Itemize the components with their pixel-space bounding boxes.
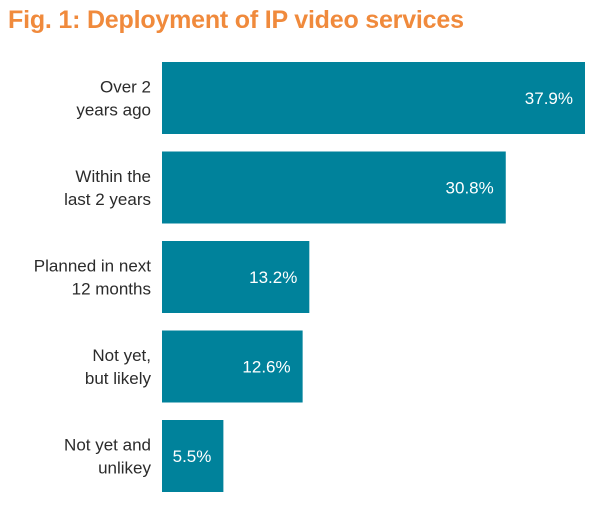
category-label-line: but likely — [85, 369, 152, 388]
category-label-1: Over 2 years ago — [76, 78, 151, 120]
category-label-line: Not yet and — [64, 436, 151, 455]
category-label-2: Within the last 2 years — [64, 167, 151, 209]
category-label-3: Planned in next 12 months — [34, 257, 151, 299]
value-label-5: 5.5% — [173, 447, 212, 466]
category-label-line: Over 2 — [100, 78, 151, 97]
category-label-line: 12 months — [72, 280, 151, 299]
category-label-line: Planned in next — [34, 257, 151, 276]
bar-3 — [162, 241, 310, 313]
category-label-line: unlikey — [98, 459, 151, 478]
value-label-2: 30.8% — [446, 179, 494, 198]
category-label-4: Not yet, but likely — [85, 346, 152, 388]
bar-1 — [162, 62, 585, 134]
value-label-1: 37.9% — [525, 89, 573, 108]
category-label-line: years ago — [76, 101, 151, 120]
value-label-4: 12.6% — [242, 358, 290, 377]
bar-5 — [162, 420, 224, 492]
category-label-line: Not yet, — [92, 346, 151, 365]
bar-4 — [162, 330, 303, 403]
category-label-line: last 2 years — [64, 190, 151, 209]
bar-2 — [162, 151, 506, 224]
value-label-3: 13.2% — [249, 268, 297, 287]
category-label-line: Within the — [75, 167, 151, 186]
chart-title: Fig. 1: Deployment of IP video services — [8, 6, 464, 34]
category-label-5: Not yet and unlikey — [64, 436, 151, 478]
